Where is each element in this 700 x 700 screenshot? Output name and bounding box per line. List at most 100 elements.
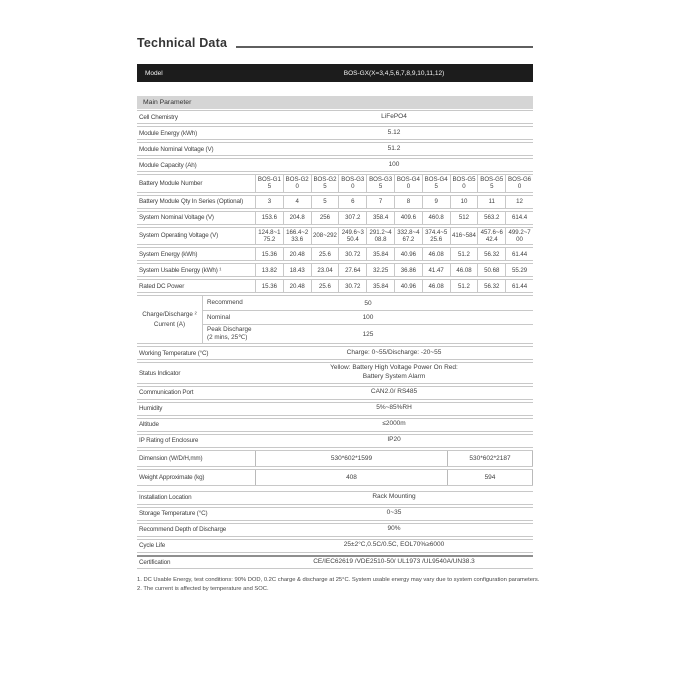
matrix-value-cell: BOS-G25: [310, 175, 339, 192]
dual-value-row: Weight Approximate (kg) 408 594: [137, 468, 533, 486]
matrix-value-cell: 51.2: [449, 248, 478, 261]
spec-row: Module Energy (kWh) 5.12: [137, 126, 533, 140]
matrix-row: Battery Module Qty In Series (Optional) …: [137, 194, 533, 209]
spec-row-value: CAN2.0/ RS485: [370, 388, 418, 396]
matrix-value-cell: 25.6: [310, 280, 339, 293]
charge-subrow-label: Nominal: [207, 313, 231, 321]
matrix-row-label: System Operating Voltage (V): [139, 232, 219, 240]
matrix-value-cell: 61.44: [505, 248, 533, 261]
spec-row-value: 90%: [387, 525, 401, 533]
matrix-row-values: BOS-G15 BOS-G20 BOS-G25 BOS-G30 BOS-G35 …: [255, 175, 533, 192]
matrix-value-cell: 40.96: [393, 248, 422, 261]
matrix-value-cell: 460.8: [421, 211, 450, 224]
matrix-value-cell: 35.84: [366, 248, 394, 261]
spec-row: Cell Chemistry LiFePO4: [137, 110, 533, 124]
charge-subrow: Nominal 100: [203, 310, 533, 324]
matrix-value-cell: 50.68: [477, 264, 505, 277]
spec-row-label: Cycle Life: [139, 542, 166, 550]
spec-row-value: Yellow: Battery High Voltage Power On Re…: [330, 364, 458, 381]
spec-row-label: Recommend Depth of Discharge: [139, 526, 227, 534]
spec-row: Working Temperature (°C) Charge: 0~55/Di…: [137, 346, 533, 361]
dual-row-value-right: 530*602*2187: [448, 450, 533, 466]
title-underline: [236, 46, 533, 48]
matrix-value-cell: 6: [338, 195, 366, 208]
matrix-row: Rated DC Power 15.36 20.48 25.6 30.72 35…: [137, 279, 533, 294]
matrix-value-cell: 18.43: [282, 264, 311, 277]
spec-row-label: Status Indicator: [139, 369, 181, 377]
spec-row-label: Altitude: [139, 421, 159, 429]
spec-row: Storage Temperature (°C) 0~35: [137, 506, 533, 521]
matrix-value-cell: BOS-G35: [366, 175, 394, 192]
model-value: BOS-GX(X=3,4,5,6,7,8,9,10,11,12): [343, 69, 445, 77]
charge-subrow-value: 100: [362, 314, 374, 322]
matrix-value-cell: 41.47: [421, 264, 450, 277]
matrix-row-label: Battery Module Number: [139, 179, 203, 187]
module-matrix: Battery Module Number BOS-G15 BOS-G20 BO…: [137, 174, 533, 294]
matrix-value-cell: BOS-G60: [505, 175, 533, 192]
spec-row-label: Installation Location: [139, 494, 192, 502]
charge-subrow-value: 50: [364, 299, 372, 307]
matrix-value-cell: 256: [310, 211, 339, 224]
spec-row: Installation Location Rack Mounting: [137, 490, 533, 505]
dual-value-row: Dimension (W/D/H,mm) 530*602*1599 530*60…: [137, 449, 533, 467]
footnotes: 1. DC Usable Energy, test conditions: 90…: [137, 576, 540, 595]
matrix-value-cell: 15.36: [255, 280, 283, 293]
matrix-value-cell: 614.4: [505, 211, 533, 224]
matrix-value-cell: 291.2~408.8: [366, 227, 394, 245]
datasheet-page: Technical Data Model BOS-GX(X=3,4,5,6,7,…: [137, 36, 540, 595]
matrix-value-cell: BOS-G55: [477, 175, 505, 192]
matrix-row: System Energy (kWh) 15.36 20.48 25.6 30.…: [137, 247, 533, 262]
matrix-value-cell: BOS-G40: [393, 175, 422, 192]
spec-row-value: 51.2: [387, 144, 401, 152]
matrix-value-cell: 153.6: [255, 211, 283, 224]
charge-discharge-block: Charge/Discharge ² Current (A) Recommend…: [137, 295, 533, 345]
spec-row: Humidity 5%~85%RH: [137, 401, 533, 416]
matrix-value-cell: 61.44: [505, 280, 533, 293]
footnote: 1. DC Usable Energy, test conditions: 90…: [137, 576, 540, 583]
matrix-value-cell: 457.6~642.4: [477, 227, 505, 245]
matrix-value-cell: 249.6~350.4: [338, 227, 366, 245]
matrix-value-cell: 20.48: [282, 248, 311, 261]
matrix-value-cell: 36.86: [393, 264, 422, 277]
matrix-row: Battery Module Number BOS-G15 BOS-G20 BO…: [137, 174, 533, 193]
matrix-row-label: Battery Module Qty In Series (Optional): [139, 198, 244, 206]
page-title-row: Technical Data: [137, 36, 533, 50]
matrix-value-cell: 8: [393, 195, 422, 208]
matrix-value-cell: 35.84: [366, 280, 394, 293]
spec-row-label: IP Rating of Enclosure: [139, 437, 199, 445]
matrix-value-cell: 166.4~233.6: [282, 227, 311, 245]
matrix-value-cell: 307.2: [338, 211, 366, 224]
spec-row-value: IP20: [387, 436, 401, 444]
spec-row-label: Module Energy (kWh): [139, 129, 198, 137]
matrix-value-cell: 10: [449, 195, 478, 208]
charge-subrow-label: Recommend: [207, 299, 243, 307]
spec-row-label: Storage Temperature (°C): [139, 510, 208, 518]
matrix-value-cell: 55.29: [505, 264, 533, 277]
matrix-value-cell: 15.36: [255, 248, 283, 261]
matrix-value-cell: 40.96: [393, 280, 422, 293]
spec-row-value: 100: [388, 160, 400, 168]
spec-row: Cycle Life 25±2°C,0.5C/0.5C, EOL70%≥6000: [137, 538, 533, 553]
spec-row: Module Nominal Voltage (V) 51.2: [137, 142, 533, 156]
model-header-bar: Model BOS-GX(X=3,4,5,6,7,8,9,10,11,12): [137, 64, 533, 82]
matrix-row: System Nominal Voltage (V) 153.6 204.8 2…: [137, 210, 533, 225]
spec-row-value: 5.12: [387, 128, 401, 136]
spec-row: Recommend Depth of Discharge 90%: [137, 522, 533, 537]
certification-label: Certification: [139, 558, 171, 566]
matrix-row-values: 13.82 18.43 23.04 27.64 32.25 36.86 41.4…: [255, 264, 533, 277]
matrix-value-cell: 332.8~467.2: [393, 227, 422, 245]
spec-row: Altitude ≤2000m: [137, 417, 533, 432]
spec-row-value: Rack Mounting: [372, 493, 416, 501]
matrix-value-cell: 20.48: [282, 280, 311, 293]
certification-value: CE/IEC62619 /VDE2510-50/ UL1973 /UL9540A…: [313, 557, 475, 565]
matrix-value-cell: 3: [255, 195, 283, 208]
matrix-value-cell: 32.25: [366, 264, 394, 277]
matrix-value-cell: 416~584: [449, 227, 478, 245]
matrix-value-cell: 124.8~175.2: [255, 227, 283, 245]
matrix-value-cell: BOS-G50: [449, 175, 478, 192]
matrix-value-cell: 25.6: [310, 248, 339, 261]
matrix-value-cell: BOS-G45: [421, 175, 450, 192]
spec-row-label: Working Temperature (°C): [139, 349, 209, 357]
matrix-value-cell: 5: [310, 195, 339, 208]
spec-row-label: Cell Chemistry: [139, 113, 178, 121]
